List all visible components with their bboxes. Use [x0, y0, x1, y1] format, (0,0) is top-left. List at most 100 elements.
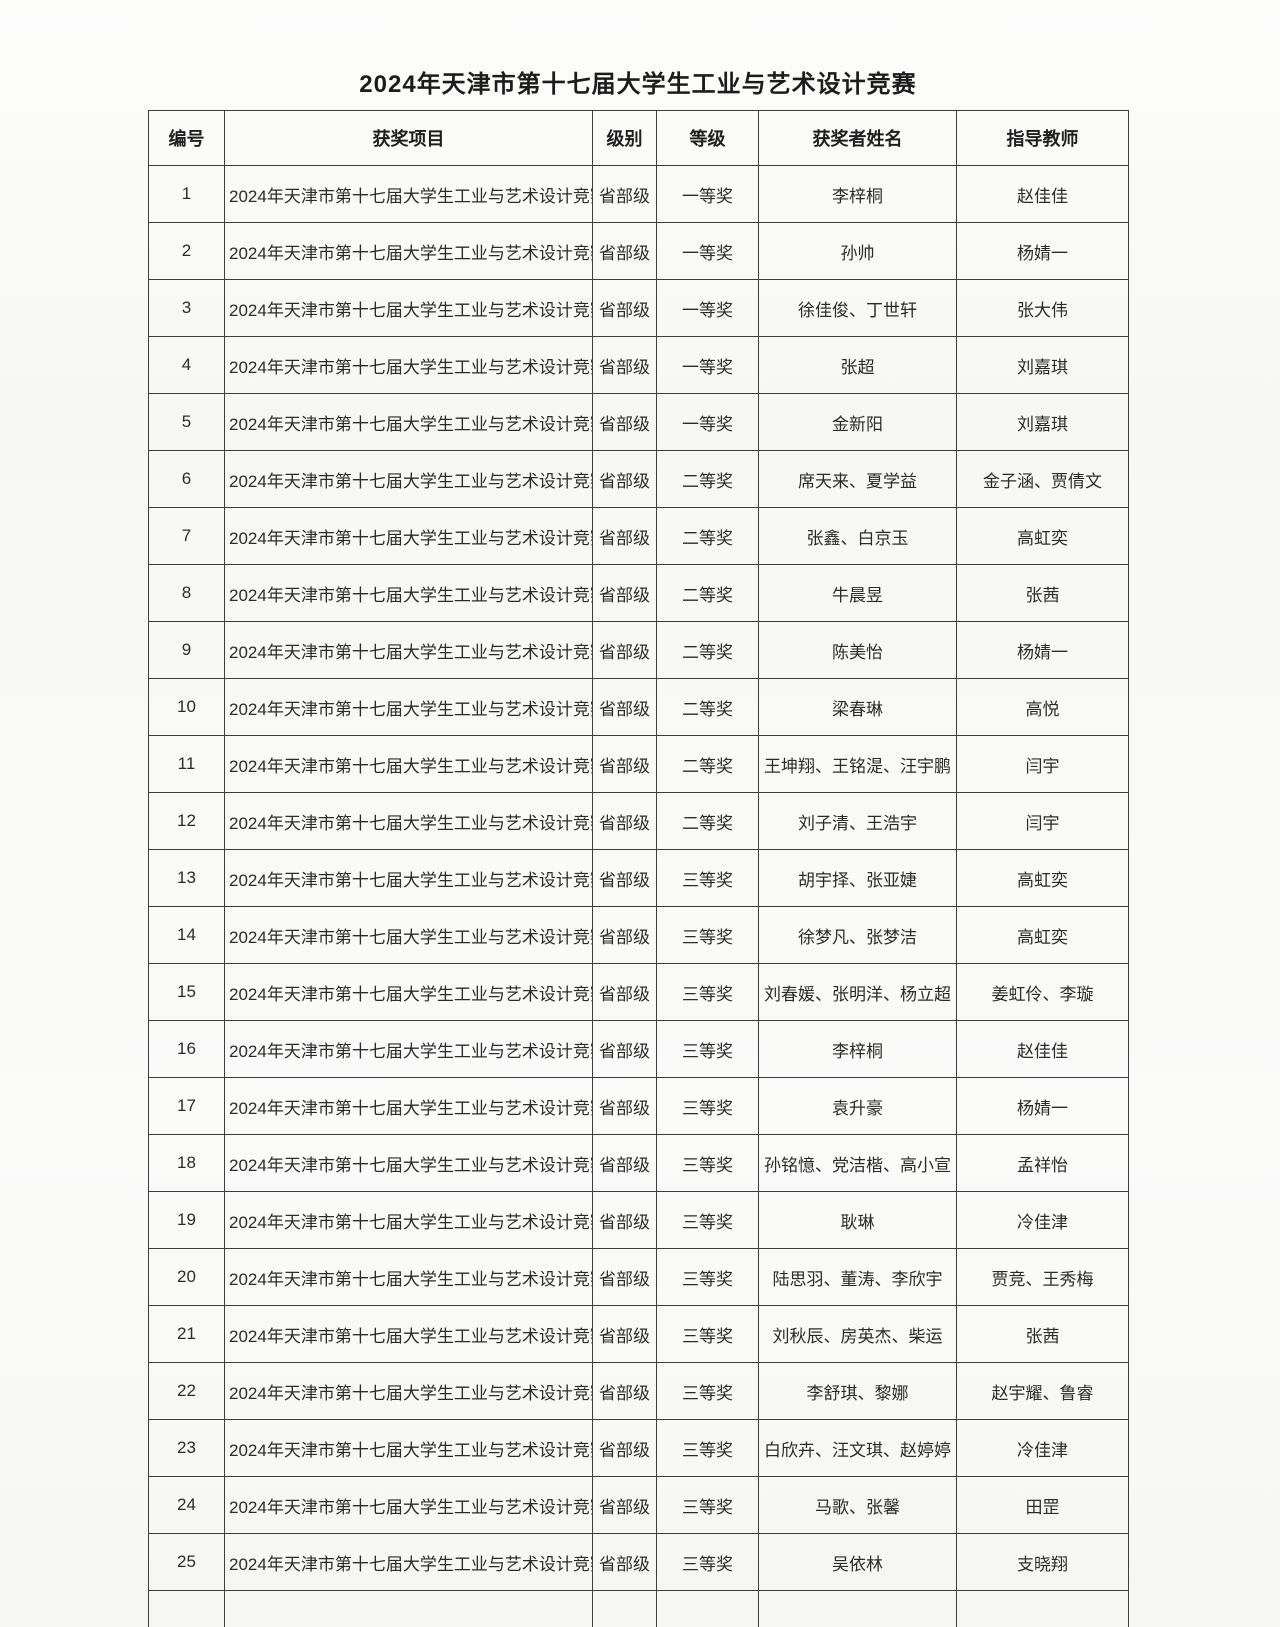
table-body-cut: [148, 1590, 1129, 1627]
cell-grade: 一等奖: [656, 336, 759, 394]
cell-grade: 二等奖: [656, 450, 759, 508]
cell-level: 省部级: [592, 564, 657, 622]
cell-level: 省部级: [592, 963, 657, 1021]
cell-grade: 二等奖: [656, 564, 759, 622]
cell-project: 2024年天津市第十七届大学生工业与艺术设计竞赛: [224, 963, 593, 1021]
cell-no: 3: [148, 279, 225, 337]
cell-no: 18: [148, 1134, 225, 1192]
cell-no: 1: [148, 165, 225, 223]
cell-grade: 二等奖: [656, 621, 759, 679]
cell-project: 2024年天津市第十七届大学生工业与艺术设计竞赛: [224, 336, 593, 394]
cell-advisor: 杨婧一: [956, 1077, 1129, 1135]
cell-advisor: 冷佳津: [956, 1191, 1129, 1249]
cell-level: 省部级: [592, 735, 657, 793]
cell-winners: 李舒琪、黎娜: [758, 1362, 957, 1420]
cell-no: [148, 1590, 225, 1627]
cell-project: 2024年天津市第十七届大学生工业与艺术设计竞赛: [224, 1020, 593, 1078]
cell-no: 14: [148, 906, 225, 964]
cell-winners: 王坤翔、王铭湜、汪宇鹏: [758, 735, 957, 793]
table-row: 8 2024年天津市第十七届大学生工业与艺术设计竞赛 省部级 二等奖 牛晨昱 张茜: [148, 564, 1129, 622]
cell-no: 15: [148, 963, 225, 1021]
cell-grade: 一等奖: [656, 393, 759, 451]
cell-winners: 牛晨昱: [758, 564, 957, 622]
cell-winners: 胡宇择、张亚婕: [758, 849, 957, 907]
cell-no: 25: [148, 1533, 225, 1591]
table-row: 16 2024年天津市第十七届大学生工业与艺术设计竞赛 省部级 三等奖 李梓桐 赵佳佳: [148, 1020, 1129, 1078]
cell-no: 21: [148, 1305, 225, 1363]
cell-advisor: 田罡: [956, 1476, 1129, 1534]
header-advisor: 指导教师: [956, 110, 1129, 166]
cell-project: 2024年天津市第十七届大学生工业与艺术设计竞赛: [224, 792, 593, 850]
cell-no: 17: [148, 1077, 225, 1135]
cell-level: 省部级: [592, 1362, 657, 1420]
table-row: 22 2024年天津市第十七届大学生工业与艺术设计竞赛 省部级 三等奖 李舒琪、黎娜 赵宇…: [148, 1362, 1129, 1420]
cell-level: 省部级: [592, 1248, 657, 1306]
cell-level: [592, 1590, 657, 1627]
table-row: 11 2024年天津市第十七届大学生工业与艺术设计竞赛 省部级 二等奖 王坤翔、王铭湜、…: [148, 735, 1129, 793]
cell-winners: 刘秋辰、房英杰、柴运: [758, 1305, 957, 1363]
cell-winners: [758, 1590, 957, 1627]
table-row: 25 2024年天津市第十七届大学生工业与艺术设计竞赛 省部级 三等奖 吴依林 支晓翔: [148, 1533, 1129, 1591]
cell-advisor: 姜虹伶、李璇: [956, 963, 1129, 1021]
cell-advisor: 赵佳佳: [956, 1020, 1129, 1078]
cell-project: 2024年天津市第十七届大学生工业与艺术设计竞赛: [224, 165, 593, 223]
table-row: 5 2024年天津市第十七届大学生工业与艺术设计竞赛 省部级 一等奖 金新阳 刘嘉琪: [148, 393, 1129, 451]
cell-advisor: 金子涵、贾倩文: [956, 450, 1129, 508]
cell-grade: 一等奖: [656, 165, 759, 223]
table-row: 24 2024年天津市第十七届大学生工业与艺术设计竞赛 省部级 三等奖 马歌、张馨 田罡: [148, 1476, 1129, 1534]
cell-grade: 二等奖: [656, 678, 759, 736]
header-grade: 等级: [656, 110, 759, 166]
table-row: 18 2024年天津市第十七届大学生工业与艺术设计竞赛 省部级 三等奖 孙铭憶、党洁楷、…: [148, 1134, 1129, 1192]
table-row: 3 2024年天津市第十七届大学生工业与艺术设计竞赛 省部级 一等奖 徐佳俊、丁世轩 张大…: [148, 279, 1129, 337]
table-row: 7 2024年天津市第十七届大学生工业与艺术设计竞赛 省部级 二等奖 张鑫、白京玉 高虹奕: [148, 507, 1129, 565]
cell-project: 2024年天津市第十七届大学生工业与艺术设计竞赛: [224, 906, 593, 964]
cell-grade: 二等奖: [656, 507, 759, 565]
cell-grade: 三等奖: [656, 906, 759, 964]
cell-project: 2024年天津市第十七届大学生工业与艺术设计竞赛: [224, 279, 593, 337]
cell-winners: 刘子清、王浩宇: [758, 792, 957, 850]
cell-grade: 一等奖: [656, 279, 759, 337]
table-row: 20 2024年天津市第十七届大学生工业与艺术设计竞赛 省部级 三等奖 陆思羽、董涛、李…: [148, 1248, 1129, 1306]
cell-level: 省部级: [592, 165, 657, 223]
table-row: 9 2024年天津市第十七届大学生工业与艺术设计竞赛 省部级 二等奖 陈美怡 杨婧一: [148, 621, 1129, 679]
cell-advisor: 张茜: [956, 564, 1129, 622]
cell-no: 5: [148, 393, 225, 451]
cell-winners: 陈美怡: [758, 621, 957, 679]
cell-grade: 三等奖: [656, 1248, 759, 1306]
cell-no: 12: [148, 792, 225, 850]
cell-project: 2024年天津市第十七届大学生工业与艺术设计竞赛: [224, 564, 593, 622]
table-row: 14 2024年天津市第十七届大学生工业与艺术设计竞赛 省部级 三等奖 徐梦凡、张梦洁高…: [148, 906, 1129, 964]
cell-no: 24: [148, 1476, 225, 1534]
cell-grade: 三等奖: [656, 849, 759, 907]
cell-grade: 三等奖: [656, 1077, 759, 1135]
cell-advisor: 闫宇: [956, 735, 1129, 793]
partial-row: [148, 1590, 1129, 1627]
cell-advisor: 高虹奕: [956, 507, 1129, 565]
cell-no: 6: [148, 450, 225, 508]
cell-advisor: 高悦: [956, 678, 1129, 736]
cell-level: 省部级: [592, 279, 657, 337]
cell-advisor: 高虹奕: [956, 849, 1129, 907]
table-row: 1 2024年天津市第十七届大学生工业与艺术设计竞赛 省部级 一等奖 李梓桐 赵佳佳: [148, 165, 1129, 223]
cell-project: 2024年天津市第十七届大学生工业与艺术设计竞赛: [224, 678, 593, 736]
cell-grade: 三等奖: [656, 1020, 759, 1078]
cell-project: [224, 1590, 593, 1627]
cell-level: 省部级: [592, 792, 657, 850]
cell-advisor: 支晓翔: [956, 1533, 1129, 1591]
cell-winners: 孙铭憶、党洁楷、高小宣: [758, 1134, 957, 1192]
cell-grade: 二等奖: [656, 735, 759, 793]
cell-no: 10: [148, 678, 225, 736]
cell-project: 2024年天津市第十七届大学生工业与艺术设计竞赛: [224, 507, 593, 565]
cell-no: 4: [148, 336, 225, 394]
cell-no: 16: [148, 1020, 225, 1078]
cell-grade: 三等奖: [656, 1305, 759, 1363]
cell-winners: 吴依林: [758, 1533, 957, 1591]
cell-level: 省部级: [592, 1476, 657, 1534]
cell-project: 2024年天津市第十七届大学生工业与艺术设计竞赛: [224, 1362, 593, 1420]
cell-advisor: 贾竞、王秀梅: [956, 1248, 1129, 1306]
cell-project: 2024年天津市第十七届大学生工业与艺术设计竞赛: [224, 1191, 593, 1249]
cell-no: 20: [148, 1248, 225, 1306]
cell-no: 22: [148, 1362, 225, 1420]
cell-advisor: 冷佳津: [956, 1419, 1129, 1477]
